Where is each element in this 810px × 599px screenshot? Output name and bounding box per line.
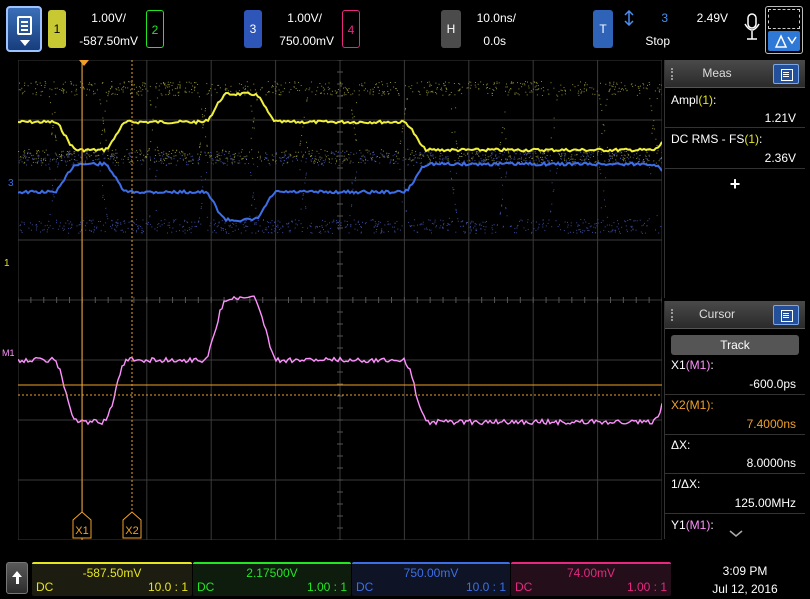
cursor-panel: Cursor Track X1(M1): -600.0ps X2(M1): 7.…: [664, 301, 805, 539]
channel-3-offset[interactable]: 750.00mV: [279, 34, 334, 48]
trigger-level[interactable]: 2.49V: [696, 11, 728, 25]
auto-scale-button[interactable]: [765, 6, 803, 54]
svg-text:X2: X2: [125, 525, 138, 537]
delay-value[interactable]: 0.0s: [483, 34, 506, 48]
channel-4-badge[interactable]: 4: [342, 10, 360, 48]
channel-1-eye-persistence: [18, 81, 662, 164]
meas-panel-menu-button[interactable]: [773, 64, 799, 84]
zoom-region-icon: [768, 9, 800, 29]
x2-label[interactable]: X2(M1):: [671, 398, 714, 412]
top-status-bar: 1 1.00V/ -587.50mV 2 3 1.00V/ 750.00mV 4…: [0, 0, 810, 60]
drag-handle-icon[interactable]: [671, 68, 674, 80]
channel-1-scale[interactable]: 1.00V/: [91, 11, 126, 25]
chevron-down-icon: [20, 40, 30, 46]
inverse-delta-x-value: 125.00MHz: [734, 496, 796, 510]
clock-time: 3:09 PM: [722, 564, 768, 578]
channel-3-waveform: [18, 160, 662, 223]
svg-text:X1: X1: [75, 525, 88, 537]
cursor-panel-menu-button[interactable]: [773, 305, 799, 325]
menu-icon: [17, 16, 32, 35]
channel-1-info[interactable]: -587.50mV DC 10.0 : 1: [32, 562, 192, 596]
expand-bar-button[interactable]: [6, 562, 28, 594]
channel-1-badge[interactable]: 1: [48, 10, 66, 48]
cursor-separator: [665, 473, 805, 474]
cursor-separator: [665, 513, 805, 514]
channel-1-waveform: [18, 91, 662, 153]
cursor-separator: [665, 434, 805, 435]
delta-x-value: 8.0000ns: [746, 456, 796, 470]
delta-x-label: ΔX:: [671, 438, 691, 452]
meas-panel-title: Meas: [702, 66, 732, 80]
x1-label[interactable]: X1(M1):: [671, 358, 714, 372]
math-waveform: [18, 295, 662, 426]
meas-dcrms-value: 2.36V: [764, 151, 796, 165]
x2-cursor-tag[interactable]: X2: [122, 511, 142, 539]
add-measurement-button[interactable]: +: [729, 174, 741, 194]
channel-3-scale[interactable]: 1.00V/: [287, 11, 322, 25]
drag-handle-icon[interactable]: [671, 309, 674, 321]
trigger-position-marker: [79, 60, 89, 66]
clock-date: Jul 12, 2016: [712, 582, 778, 596]
x2-value: 7.4000ns: [746, 417, 796, 431]
math-ground-marker[interactable]: M1: [2, 348, 15, 358]
trigger-source[interactable]: 3: [661, 11, 668, 25]
channel-2-badge[interactable]: 2: [146, 10, 164, 48]
channel-4-info[interactable]: 74.00mV DC 1.00 : 1: [511, 562, 671, 596]
microphone-icon[interactable]: [744, 12, 760, 42]
meas-separator: [665, 168, 805, 169]
waveform-display[interactable]: X1 X2: [18, 60, 662, 540]
autoscale-icon: [768, 31, 800, 51]
meas-ampl-label[interactable]: Ampl(1):: [671, 93, 717, 107]
cursor-separator: [665, 394, 805, 395]
meas-separator: [665, 127, 805, 128]
chevron-down-icon[interactable]: [729, 530, 743, 538]
channel-1-offset[interactable]: -587.50mV: [79, 34, 138, 48]
y1-label[interactable]: Y1(M1):: [671, 518, 714, 532]
channel-1-ground-marker[interactable]: 1: [4, 258, 10, 269]
run-state: Stop: [645, 34, 670, 48]
x1-cursor-tag[interactable]: X1: [72, 511, 92, 539]
trigger-edge-icon: [624, 10, 634, 26]
channel-3-info[interactable]: 750.00mV DC 10.0 : 1: [352, 562, 510, 596]
inverse-delta-x-label: 1/ΔX:: [671, 477, 701, 491]
horizontal-badge[interactable]: H: [441, 10, 461, 48]
timebase-value[interactable]: 10.0ns/: [476, 11, 516, 25]
cursor-panel-title: Cursor: [698, 307, 735, 321]
meas-ampl-value: 1.21V: [764, 111, 796, 125]
main-menu-button[interactable]: [6, 6, 42, 52]
cursor-panel-header[interactable]: Cursor: [665, 301, 805, 329]
meas-panel-header[interactable]: Meas: [665, 60, 805, 88]
channel-3-ground-marker[interactable]: 3: [8, 178, 14, 189]
measurements-panel: Meas Ampl(1): 1.21V DC RMS - FS(1): 2.36…: [664, 60, 805, 298]
cursor-mode-button[interactable]: Track: [671, 335, 799, 355]
meas-dcrms-label[interactable]: DC RMS - FS(1):: [671, 132, 763, 146]
channel-2-info[interactable]: 2.17500V DC 1.00 : 1: [193, 562, 351, 596]
channel-3-badge[interactable]: 3: [244, 10, 262, 48]
trigger-badge[interactable]: T: [593, 10, 613, 48]
x1-value: -600.0ps: [749, 377, 796, 391]
bottom-channel-bar: -587.50mV DC 10.0 : 1 2.17500V DC 1.00 :…: [0, 556, 810, 599]
